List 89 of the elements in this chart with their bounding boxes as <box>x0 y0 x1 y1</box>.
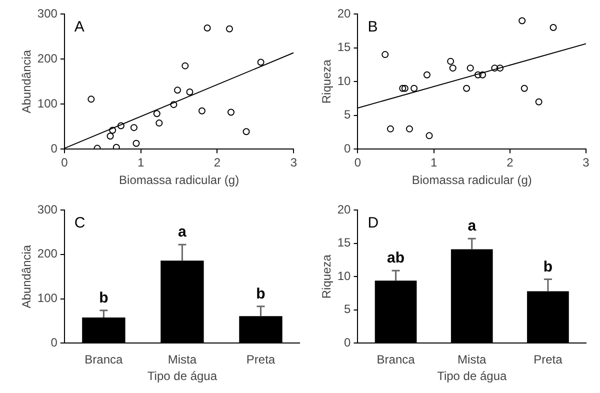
point <box>401 84 408 92</box>
x-tick-label: Branca <box>376 352 416 367</box>
point <box>491 64 498 72</box>
x-tick-label: 2 <box>214 156 221 170</box>
point <box>130 124 138 132</box>
point <box>447 58 454 65</box>
point <box>109 126 116 134</box>
point <box>112 144 120 150</box>
point <box>153 110 160 118</box>
annotation: ab <box>387 250 405 267</box>
chart-title: D <box>368 214 379 232</box>
point <box>228 108 235 116</box>
point <box>226 25 233 32</box>
y-tick-label: 200 <box>37 51 58 66</box>
y-tick-label: 300 <box>37 202 58 216</box>
point <box>423 71 430 78</box>
y-axis-title: Riqueza <box>320 254 334 299</box>
x-axis-title: Biomassa radicular (g) <box>119 173 240 188</box>
x-tick-label: 1 <box>137 156 144 170</box>
y-tick-label: 5 <box>344 302 352 316</box>
x-tick-label: 2 <box>506 156 514 170</box>
point <box>550 24 557 32</box>
y-tick-label: 0 <box>50 142 58 156</box>
y-tick-label: 100 <box>37 96 58 110</box>
point <box>198 107 206 114</box>
point <box>257 58 264 66</box>
point <box>382 51 389 58</box>
annotation: b <box>543 258 553 276</box>
y-tick-label: 15 <box>337 236 352 250</box>
x-tick-label: 3 <box>290 156 298 170</box>
point <box>518 17 526 24</box>
y-tick-label: 5 <box>344 108 352 122</box>
y-tick-label: 20 <box>337 6 352 20</box>
point <box>132 140 140 147</box>
x-tick-label: 0 <box>354 156 362 170</box>
point <box>117 122 124 130</box>
point <box>479 71 486 78</box>
y-tick-label: 100 <box>37 291 58 306</box>
y-tick-label: 0 <box>50 336 58 350</box>
point <box>182 62 189 70</box>
chart-title: C <box>74 214 86 232</box>
y-tick-label: 15 <box>337 40 352 54</box>
x-axis-title: Tipo de água <box>147 369 218 384</box>
point <box>410 84 418 92</box>
x-tick-label: Mista <box>168 352 197 367</box>
annotation: b <box>99 289 108 306</box>
y-axis-title: Abundância <box>20 244 34 308</box>
y-axis-title: Riqueza <box>320 59 334 104</box>
x-tick-label: Branca <box>84 352 124 367</box>
point <box>204 24 211 32</box>
point <box>156 120 163 127</box>
point <box>106 132 114 140</box>
annotation: a <box>178 224 188 241</box>
x-tick-label: 3 <box>582 156 590 170</box>
x-tick-label: 1 <box>430 156 438 170</box>
point <box>474 71 482 78</box>
y-tick-label: 0 <box>344 142 352 156</box>
annotation: b <box>256 285 266 302</box>
x-axis-title: Tipo de água <box>437 369 508 384</box>
y-tick-label: 300 <box>37 6 58 20</box>
point <box>466 64 474 72</box>
y-tick-label: 200 <box>37 246 58 261</box>
point <box>426 132 433 140</box>
y-tick-label: 20 <box>337 202 352 216</box>
point <box>170 101 178 108</box>
x-tick-label: Preta <box>534 352 563 367</box>
annotation: a <box>468 218 477 235</box>
point <box>186 88 194 96</box>
point <box>406 125 413 132</box>
chart-title: B <box>368 18 378 36</box>
y-tick-label: 10 <box>337 74 352 88</box>
y-axis-title: Abundância <box>20 50 34 114</box>
point <box>463 84 470 92</box>
y-tick-label: 10 <box>337 268 352 283</box>
point <box>399 84 406 92</box>
x-tick-label: Preta <box>246 352 276 367</box>
point <box>449 64 456 72</box>
point <box>386 125 394 132</box>
x-tick-label: Mista <box>458 352 487 367</box>
point <box>520 84 528 92</box>
point <box>174 86 182 94</box>
chart-title: A <box>74 18 84 36</box>
x-tick-label: 0 <box>61 156 68 170</box>
point <box>88 96 95 103</box>
y-tick-label: 0 <box>344 336 352 350</box>
point <box>242 128 250 136</box>
point <box>496 64 504 72</box>
x-axis-title: Biomassa radicular (g) <box>412 173 532 188</box>
point <box>535 98 542 106</box>
